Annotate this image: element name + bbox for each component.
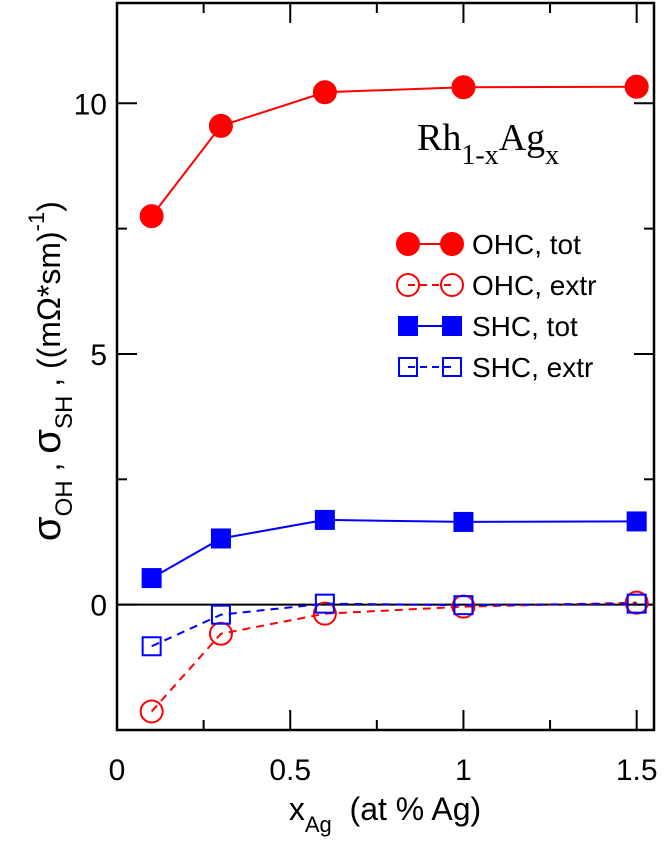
x-tick-label: 0 — [109, 754, 126, 787]
legend-marker — [396, 273, 420, 297]
series-line — [150, 601, 637, 713]
ylabel-sub2: SH — [51, 396, 78, 429]
data-point — [312, 80, 337, 105]
data-point — [312, 601, 337, 626]
x-tick-label: 1 — [455, 754, 472, 787]
chart-annotation: Rh1-xAgx — [417, 117, 559, 171]
data-point — [453, 595, 474, 616]
annotation-main: Rh — [417, 117, 461, 159]
y-tick-label: 0 — [90, 590, 107, 623]
legend-label: SHC, tot — [472, 311, 578, 342]
ylabel-rest: , ((mΩ*sm) — [31, 231, 67, 395]
ylabel-sup: -1 — [24, 212, 49, 232]
series-shc-extr — [141, 593, 647, 657]
legend-item: SHC, tot — [398, 311, 578, 342]
xlabel-main: x — [289, 791, 305, 827]
plot-frame — [115, 1, 656, 732]
x-tick-label: 1.5 — [616, 754, 658, 787]
ylabel-close: ) — [31, 201, 67, 212]
xlabel-sub: Ag — [305, 812, 332, 837]
legend-item: OHC, tot — [396, 229, 581, 260]
annotation-sub2: x — [545, 140, 559, 171]
y-tick-label: 5 — [90, 339, 107, 372]
legend: OHC, tot OHC, extr SHC, tot SHC, extr — [396, 229, 596, 383]
series-ohc-tot — [139, 74, 649, 229]
data-point — [626, 593, 647, 614]
data-point — [626, 511, 647, 532]
data-point — [314, 509, 335, 530]
legend-marker — [440, 232, 464, 256]
legend-label: OHC, extr — [472, 270, 596, 301]
x-tick-label: 0.5 — [269, 754, 311, 787]
annotation-main2: Ag — [499, 117, 545, 159]
legend-marker — [442, 316, 462, 336]
legend-marker — [442, 357, 462, 377]
data-point — [453, 511, 474, 532]
y-tick-label: 10 — [74, 88, 107, 121]
data-point — [210, 604, 231, 625]
data-point — [314, 593, 335, 614]
ylabel-sigma2: σ — [25, 429, 69, 454]
series-ohc-extr — [139, 590, 649, 724]
data-point — [210, 528, 231, 549]
legend-item: OHC, extr — [396, 270, 596, 301]
legend-marker — [396, 232, 420, 256]
data-point — [208, 113, 233, 138]
series-shc-tot — [141, 509, 647, 589]
ylabel-sub1: OH — [51, 480, 78, 516]
legend-marker — [398, 357, 418, 377]
data-point — [451, 75, 476, 100]
legend-marker — [398, 316, 418, 336]
legend-label: SHC, extr — [472, 352, 593, 383]
y-axis-title: σOH , σSH , ((mΩ*sm)-1) — [24, 174, 78, 585]
data-point — [139, 699, 164, 724]
plot-area — [117, 3, 654, 730]
data-point — [624, 74, 649, 99]
data-point — [141, 568, 162, 589]
legend-label: OHC, tot — [472, 229, 581, 260]
xlabel-rest: (at % Ag) — [332, 791, 481, 827]
annotation-sub1: 1-x — [461, 140, 498, 171]
ylabel-sigma1: σ — [25, 516, 69, 541]
legend-item: SHC, extr — [398, 352, 593, 383]
data-point — [141, 636, 162, 657]
legend-marker — [440, 273, 464, 297]
x-axis-title: xAg (at % Ag) — [289, 791, 481, 837]
data-point — [139, 204, 164, 229]
ylabel-comma1: , — [31, 454, 67, 481]
